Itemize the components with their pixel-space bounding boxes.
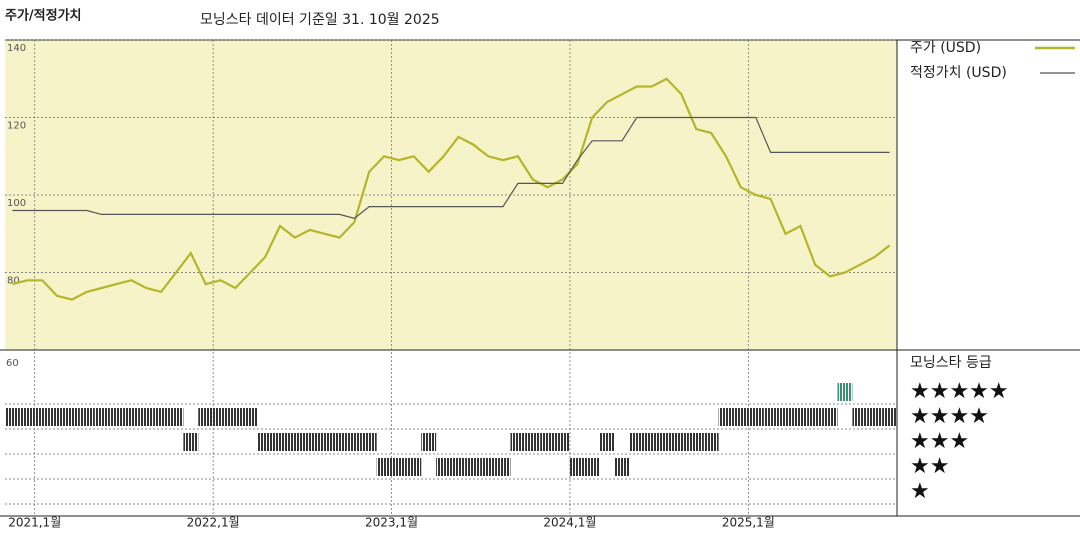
y-tick-label: 140 — [7, 43, 26, 54]
rating-bar — [703, 433, 719, 451]
rating-bar — [19, 408, 35, 426]
rating-bar — [272, 433, 288, 451]
rating-bar — [748, 408, 764, 426]
rating-bar — [629, 433, 645, 451]
rating-bar — [332, 433, 347, 451]
rating-bar — [555, 433, 570, 451]
rating-label: ★ — [910, 479, 930, 504]
rating-bar — [376, 458, 392, 476]
rating-bar — [153, 408, 169, 426]
rating-bar — [34, 408, 50, 426]
rating-title: 모닝스타 등급 — [910, 355, 992, 371]
rating-bar — [569, 458, 585, 476]
rating-bar — [228, 408, 243, 426]
legend-label: 적정가치 (USD) — [910, 65, 1007, 81]
rating-bar — [361, 433, 377, 451]
rating-bar — [778, 408, 793, 426]
x-tick-label: 2023,1월 — [365, 516, 418, 530]
rating-bar — [688, 433, 704, 451]
x-tick-label: 2024,1월 — [543, 516, 596, 530]
rating-bar — [346, 433, 362, 451]
rating-bar — [257, 433, 273, 451]
rating-bar — [465, 458, 481, 476]
rating-bar — [659, 433, 674, 451]
rating-bar — [64, 408, 80, 426]
rating-bar — [718, 408, 734, 426]
rating-bar — [302, 433, 318, 451]
rating-bar — [867, 408, 883, 426]
rating-bar — [436, 458, 451, 476]
rating-bar — [733, 408, 749, 426]
rating-bar — [287, 433, 303, 451]
rating-bar — [317, 433, 333, 451]
rating-bar — [644, 433, 660, 451]
rating-bar — [79, 408, 95, 426]
rating-bar — [168, 408, 184, 426]
rating-bar — [198, 408, 214, 426]
rating-bar — [763, 408, 779, 426]
rating-bar — [807, 408, 823, 426]
rating-bar — [391, 458, 407, 476]
rating-bar — [614, 458, 630, 476]
rating-bar — [852, 408, 868, 426]
rating-bar — [138, 408, 154, 426]
rating-bar — [882, 408, 897, 426]
rating-label: ★★★★★ — [910, 379, 1009, 404]
x-tick-label: 2021,1월 — [8, 516, 61, 530]
rating-bar — [123, 408, 139, 426]
rating-bar — [183, 433, 199, 451]
rating-bar — [109, 408, 124, 426]
rating-bar — [495, 458, 511, 476]
rating-bar — [792, 408, 808, 426]
rating-bar — [421, 433, 437, 451]
rating-bar — [5, 408, 20, 426]
rating-bar — [599, 433, 615, 451]
rating-bar — [674, 433, 689, 451]
rating-bar — [584, 458, 600, 476]
y-tick-label: 100 — [7, 198, 26, 209]
chart-subtitle: 모닝스타 데이터 기준일 31. 10월 2025 — [200, 12, 440, 28]
series-line — [12, 116, 890, 219]
x-tick-label: 2025,1월 — [722, 516, 775, 530]
y-tick-label: 120 — [7, 121, 26, 132]
rating-bar — [94, 408, 110, 426]
rating-bar — [49, 408, 65, 426]
rating-label: ★★★★ — [910, 404, 989, 429]
y-tick-label: 80 — [7, 276, 20, 287]
rating-bar — [451, 458, 466, 476]
rating-bar — [510, 433, 526, 451]
rating-label: ★★ — [910, 454, 949, 479]
rating-bar — [406, 458, 422, 476]
rating-bar — [822, 408, 838, 426]
rating-bar — [213, 408, 228, 426]
chart-title: 주가/적정가치 — [5, 8, 82, 24]
legend-label: 주가 (USD) — [910, 40, 981, 56]
panel-tick: 60 — [6, 358, 19, 369]
rating-label: ★★★ — [910, 429, 969, 454]
rating-bar — [525, 433, 541, 451]
rating-bar — [837, 383, 853, 401]
x-tick-label: 2022,1월 — [187, 516, 240, 530]
rating-bar — [242, 408, 258, 426]
series-line — [12, 77, 891, 301]
rating-bar — [480, 458, 496, 476]
rating-bar — [540, 433, 556, 451]
